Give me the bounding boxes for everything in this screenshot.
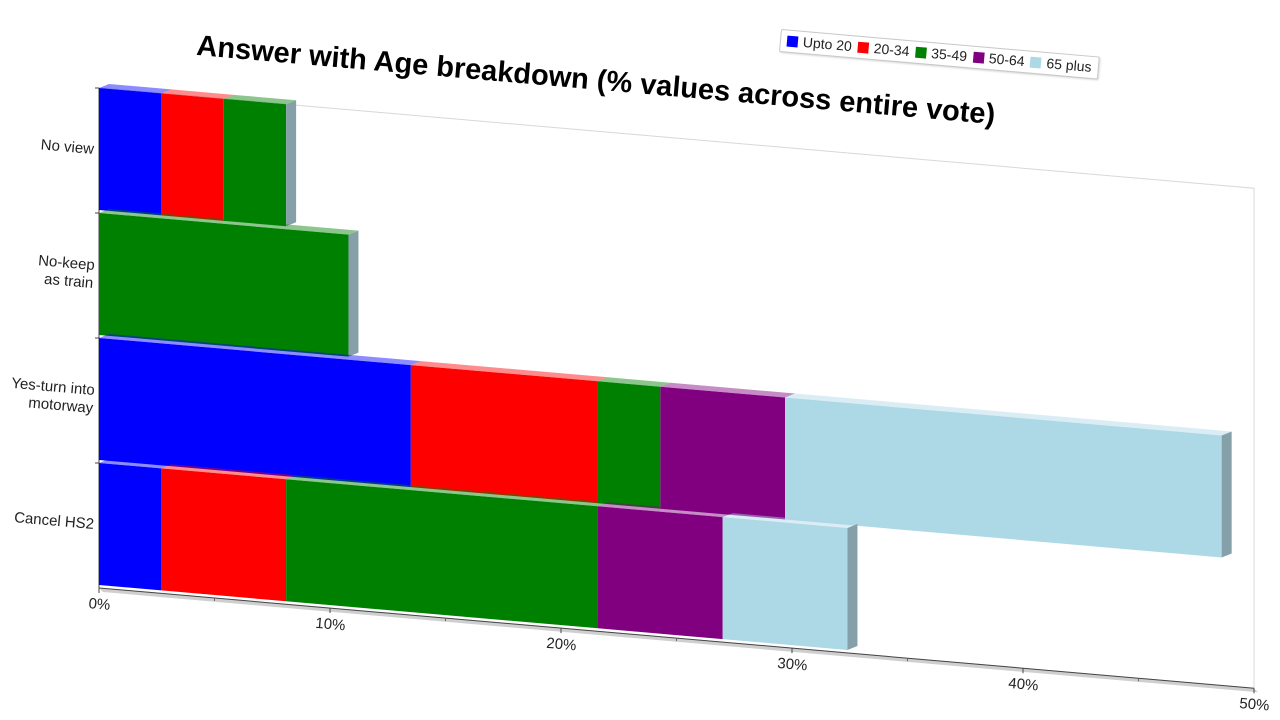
- x-tick-label: 20%: [546, 635, 577, 655]
- x-tick-label: 10%: [315, 615, 346, 635]
- plot-floor: [99, 588, 1258, 693]
- x-tick-label: 0%: [88, 595, 111, 614]
- bar-top-face: [99, 334, 421, 366]
- bar-segment: [99, 213, 349, 357]
- bar-segment: [286, 479, 598, 629]
- category-label-line: as train: [43, 271, 93, 292]
- category-label-line: Cancel HS2: [13, 509, 94, 533]
- bar-top-face: [99, 209, 359, 235]
- bar-segment: [785, 397, 1222, 558]
- bar-segment: [660, 386, 786, 520]
- bar-top-face: [161, 464, 297, 480]
- category-label: Yes-turn intomotorway: [9, 375, 96, 417]
- bar-top-face: [410, 361, 608, 382]
- category-label: No-keepas train: [36, 252, 96, 292]
- x-tick-label: 50%: [1239, 695, 1270, 715]
- bar-top-face: [722, 513, 858, 528]
- bar-top-face: [286, 475, 608, 507]
- bar-top-face: [785, 393, 1232, 436]
- bar-segment: [597, 381, 661, 509]
- bar-end-face: [847, 523, 858, 650]
- category-label-line: No-keep: [38, 252, 96, 274]
- category-label-line: No view: [40, 136, 95, 158]
- bar-segment: [410, 365, 598, 504]
- bar-segment: [223, 98, 287, 227]
- bar-end-face: [348, 230, 359, 357]
- bar-top-face: [223, 94, 297, 105]
- bar-end-face: [1221, 431, 1232, 558]
- bar-segment: [99, 338, 411, 488]
- bar-end-face: [286, 100, 297, 227]
- category-label: No view: [40, 136, 95, 158]
- x-tick-label: 30%: [777, 655, 808, 675]
- bar-segment: [99, 463, 162, 591]
- bar-segment: [161, 93, 224, 221]
- bar-top-face: [660, 382, 796, 398]
- category-label-line: Yes-turn into: [11, 375, 96, 399]
- bar-top-face: [597, 502, 733, 518]
- bar-top-face: [99, 459, 172, 469]
- category-label: Cancel HS2: [13, 509, 94, 533]
- x-tick-label: 40%: [1008, 675, 1039, 695]
- bar-segment: [99, 88, 162, 216]
- bar-top-face: [161, 89, 234, 99]
- bar-top-face: [597, 377, 671, 387]
- bar-segment: [597, 506, 723, 640]
- bar-segment: [722, 517, 848, 650]
- bar-top-face: [99, 84, 172, 94]
- bar-segment: [161, 468, 287, 602]
- category-label-line: motorway: [28, 394, 95, 417]
